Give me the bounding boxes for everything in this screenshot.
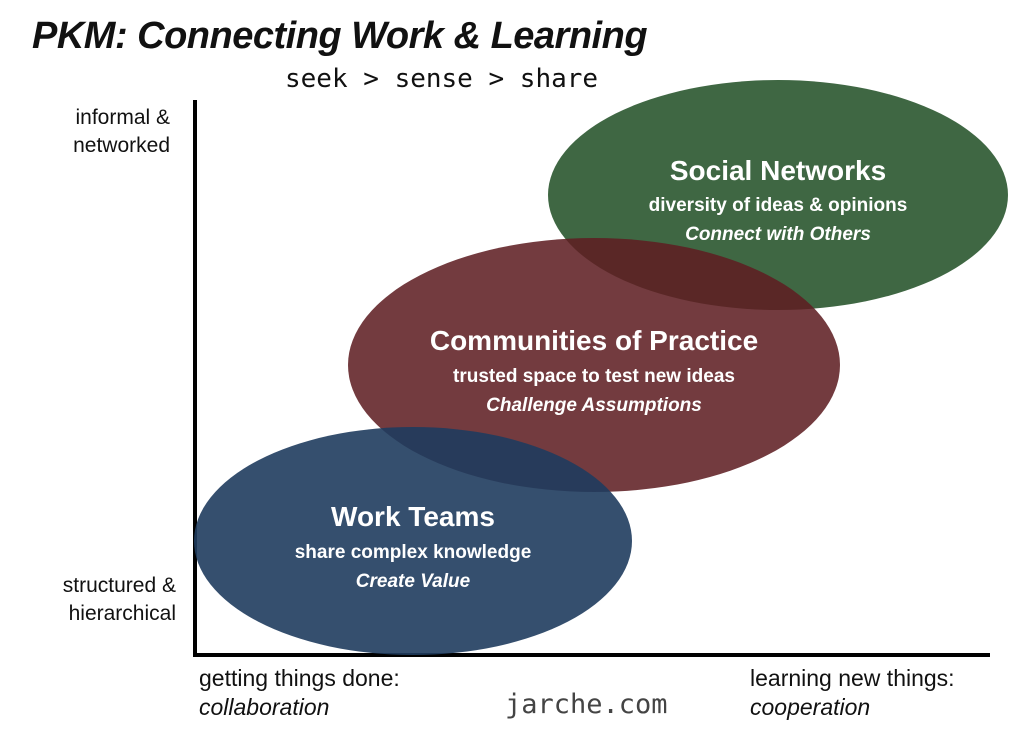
work-teams-tagline: Create Value (356, 571, 471, 592)
y-axis-label-top: informal & networked (40, 104, 170, 160)
y-axis-label-bottom-line2: hierarchical (68, 602, 176, 625)
site-credit: jarche.com (505, 689, 668, 720)
x-axis-label-right-emphasis: cooperation (750, 694, 871, 720)
y-axis-label-bottom: structured & hierarchical (30, 572, 176, 628)
x-axis-label-left: getting things done: collaboration (199, 664, 400, 722)
communities-of-practice-title: Communities of Practice (430, 325, 758, 356)
communities-of-practice-tagline: Challenge Assumptions (486, 395, 702, 416)
social-networks-title: Social Networks (670, 155, 886, 186)
y-axis-label-top-line2: networked (73, 134, 170, 157)
ellipse-work-teams (194, 427, 632, 655)
y-axis-label-bottom-line1: structured & (62, 574, 176, 597)
page-title: PKM: Connecting Work & Learning (32, 15, 648, 57)
x-axis-label-left-emphasis: collaboration (199, 694, 330, 720)
work-teams-title: Work Teams (331, 501, 495, 532)
x-axis-label-right-line2: cooperation (750, 693, 955, 722)
ellipse-communities-of-practice (348, 238, 840, 492)
x-axis-label-left-line2: collaboration (199, 693, 400, 722)
x-axis-label-right-line1: learning new things: (750, 665, 955, 691)
work-teams-subtitle: share complex knowledge (295, 542, 532, 563)
x-axis-label-left-line1: getting things done: (199, 665, 400, 691)
x-axis-label-right: learning new things: cooperation (750, 664, 955, 722)
social-networks-tagline: Connect with Others (685, 224, 871, 245)
y-axis-label-top-line1: informal & (75, 106, 170, 129)
communities-of-practice-subtitle: trusted space to test new ideas (453, 366, 735, 387)
social-networks-subtitle: diversity of ideas & opinions (649, 195, 908, 216)
subtitle: seek > sense > share (285, 64, 599, 94)
